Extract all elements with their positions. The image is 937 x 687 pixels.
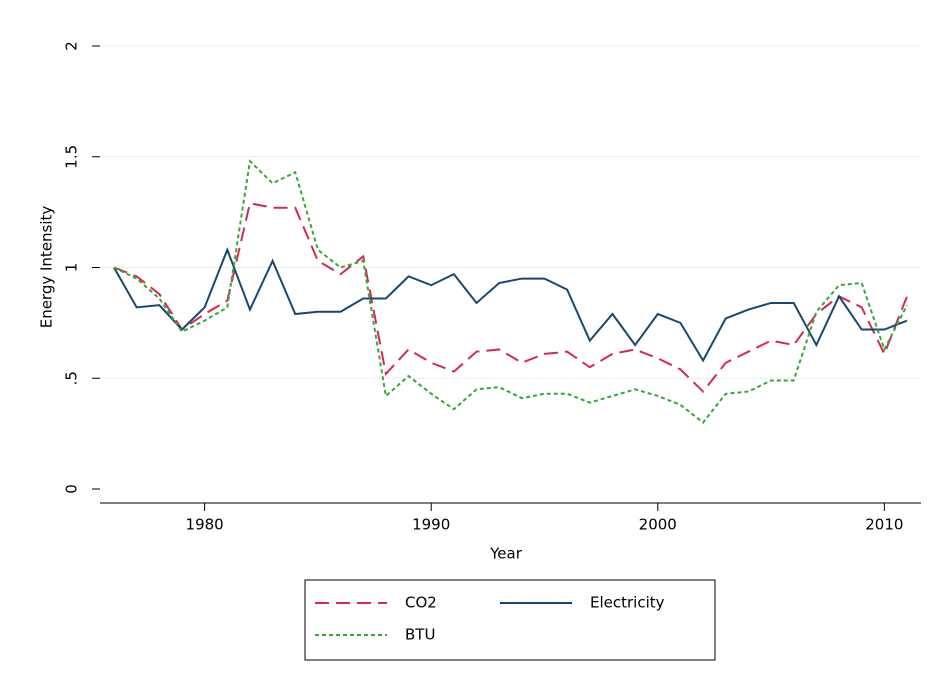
x-tick-label: 1980 xyxy=(186,516,224,534)
y-tick-label: .5 xyxy=(63,371,81,385)
x-tick-label: 2000 xyxy=(639,516,677,534)
y-tick-label: 0 xyxy=(63,484,81,494)
x-tick-label: 2010 xyxy=(865,516,903,534)
legend-label: CO2 xyxy=(405,594,437,612)
y-axis-title: Energy Intensity xyxy=(38,206,56,329)
y-tick-label: 2 xyxy=(63,41,81,51)
series-line xyxy=(113,202,908,394)
legend xyxy=(304,579,716,661)
y-tick-label: 1 xyxy=(63,263,81,273)
legend-label: Electricity xyxy=(590,594,665,612)
x-tick-label: 1990 xyxy=(412,516,450,534)
y-tick-label: 1.5 xyxy=(63,145,81,169)
series-line xyxy=(113,247,908,363)
legend-label: BTU xyxy=(405,626,435,644)
x-axis-title: Year xyxy=(489,545,523,563)
